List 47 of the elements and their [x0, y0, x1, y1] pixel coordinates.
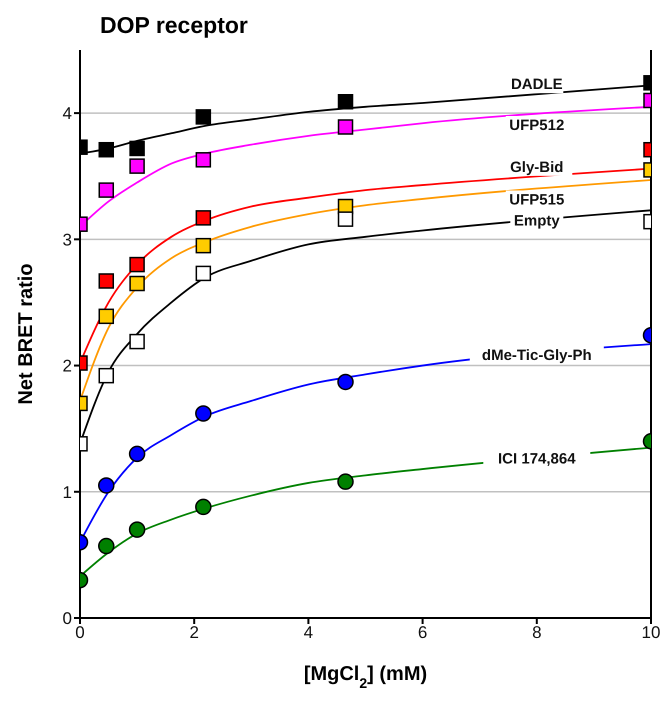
- series-label: UFP512: [509, 117, 564, 134]
- y-axis-title: Net BRET ratio: [15, 263, 37, 405]
- series-label: ICI 174,864: [498, 450, 576, 468]
- point: [98, 273, 114, 289]
- chart-title: DOP receptor: [100, 12, 248, 39]
- point: [128, 446, 146, 462]
- x-tick-label: 10: [642, 623, 660, 642]
- series-label: Gly-Bid: [510, 158, 564, 176]
- point: [98, 142, 114, 158]
- point: [337, 374, 354, 390]
- point: [338, 94, 354, 110]
- series-label: dMe-Tic-Gly-Ph: [482, 346, 592, 364]
- point: [196, 109, 212, 125]
- point: [338, 119, 354, 135]
- series-label: DADLE: [510, 76, 563, 94]
- point: [128, 521, 146, 538]
- point: [337, 473, 354, 490]
- point: [195, 405, 212, 422]
- point: [196, 152, 212, 168]
- point: [129, 256, 145, 272]
- y-tick-label: 2: [62, 356, 72, 376]
- point: [338, 211, 354, 227]
- point: [129, 276, 145, 292]
- point: [98, 477, 115, 494]
- y-tick-label: 1: [62, 482, 72, 502]
- series-label: Empty: [514, 212, 560, 230]
- x-tick-label: 4: [304, 623, 314, 642]
- point: [196, 238, 212, 254]
- x-tick-label: 2: [189, 623, 199, 642]
- y-tick-label: 4: [62, 104, 72, 124]
- point: [98, 308, 114, 324]
- point: [196, 266, 212, 282]
- series-label: UFP515: [509, 191, 564, 208]
- point: [195, 498, 212, 516]
- x-axis-title: [MgCl$_{2}$] (mM): [304, 663, 428, 691]
- y-tick-label: 3: [62, 230, 72, 250]
- point: [98, 368, 114, 384]
- point: [98, 182, 114, 198]
- y-tick-label: 0: [62, 609, 72, 628]
- point: [98, 538, 115, 554]
- point: [129, 158, 145, 174]
- x-tick-label: 8: [532, 623, 542, 642]
- point: [129, 140, 145, 156]
- x-tick-label: 6: [418, 623, 428, 642]
- point: [129, 334, 145, 350]
- point: [196, 210, 212, 226]
- x-tick-label: 0: [75, 623, 85, 642]
